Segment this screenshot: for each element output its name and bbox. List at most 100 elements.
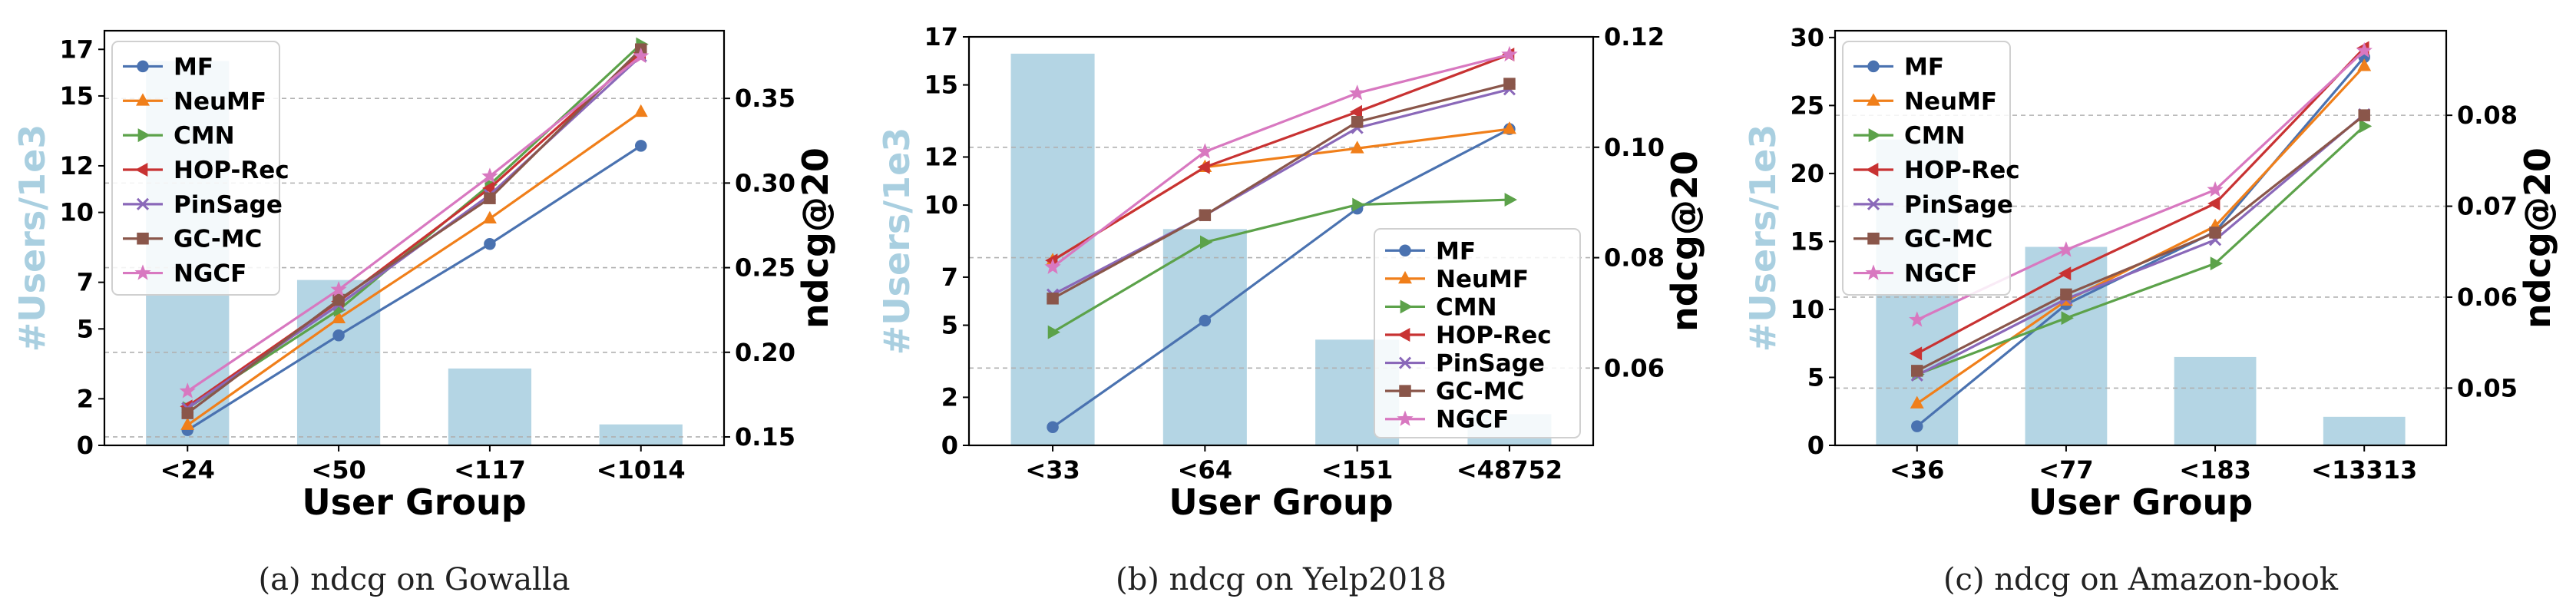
series-line: [187, 48, 642, 415]
plot-frame: [967, 35, 1595, 447]
data-point: [482, 210, 497, 224]
series-line: [1916, 56, 2366, 428]
series-line: [1052, 127, 1510, 428]
data-point: [1911, 420, 1923, 432]
data-point: [2359, 119, 2373, 134]
y-left-axis-title: #Users/1e3: [876, 127, 918, 356]
series-line: [1916, 113, 2366, 377]
legend-marker: [1868, 128, 1881, 143]
y-left-tick-label: 25: [1790, 91, 1824, 120]
y-right-tick-label: 0.07: [2457, 192, 2518, 221]
data-point: [1196, 143, 1214, 159]
y-right-axis-title: ndcg@20: [1664, 151, 1705, 332]
legend-marker: [1867, 197, 1880, 210]
data-point: [181, 407, 194, 419]
y-left-tick-label: 10: [59, 198, 94, 227]
data-point: [332, 329, 345, 342]
x-axis-title: User Group: [1169, 481, 1393, 523]
x-tick-label: <33: [1025, 455, 1080, 485]
x-tick-label: <77: [2039, 455, 2093, 485]
panel-caption: (c) ndcg on Amazon-book: [1943, 562, 2339, 597]
data-point: [1501, 45, 1518, 62]
y-right-tick-label: 0.06: [1604, 353, 1665, 382]
legend-label: GC-MC: [174, 226, 262, 253]
x-tick-label: <151: [1321, 455, 1394, 485]
data-point: [1909, 346, 1923, 361]
y-left-tick-label: 5: [77, 314, 94, 343]
y-left-tick-label: 12: [924, 142, 958, 171]
y-right-tick-label: 0.08: [1604, 243, 1665, 273]
series-line: [1052, 198, 1510, 333]
data-point: [484, 237, 496, 250]
legend-marker: [1865, 264, 1882, 280]
legend-label: PinSage: [1436, 350, 1545, 378]
legend-label: PinSage: [174, 191, 283, 219]
data-point: [1349, 104, 1362, 119]
legend-marker: [136, 197, 150, 210]
legend-marker: [1867, 232, 1880, 245]
chart-panel-3: 0 5 10 15 20 25 30 0.05 0.06 0.07 0.08 <36 <77 <183 <1…: [1742, 23, 2558, 597]
x-tick-label: <64: [1178, 455, 1232, 485]
legend-marker: [1399, 385, 1411, 397]
x-tick-label: <13313: [2311, 455, 2417, 485]
series-line: [187, 111, 642, 426]
data-point: [1047, 293, 1059, 305]
plot-frame: [103, 29, 726, 447]
legend-label: CMN: [1904, 122, 1966, 150]
data-point: [1351, 115, 1364, 128]
data-point: [1348, 84, 1366, 101]
series-line: [1916, 125, 2366, 376]
series-line: [1916, 47, 2366, 355]
data-point: [1199, 209, 1212, 221]
bar: [599, 424, 683, 445]
bar: [1010, 53, 1095, 445]
bar: [2025, 246, 2108, 445]
y-left-tick-label: 20: [1790, 159, 1824, 188]
y-left-tick-label: 0: [941, 431, 958, 460]
legend-box: [1374, 228, 1581, 438]
series-line: [1052, 53, 1510, 269]
legend-label: CMN: [1436, 293, 1497, 321]
legend-label: NGCF: [174, 260, 246, 288]
legend-marker: [1867, 93, 1880, 106]
data-point: [2210, 256, 2224, 271]
legend-label: GC-MC: [1436, 378, 1524, 405]
x-tick-label: <183: [2179, 455, 2251, 485]
y-right-tick-label: 0.25: [735, 253, 795, 283]
y-right-axis-title: ndcg@20: [795, 147, 836, 329]
data-point: [1910, 395, 1924, 409]
x-tick-label: <48752: [1457, 455, 1562, 485]
y-left-tick-label: 0: [77, 431, 94, 460]
legend-label: CMN: [174, 122, 235, 150]
plot-frame: [1834, 29, 2448, 447]
panel-caption: (b) ndcg on Yelp2018: [1116, 562, 1447, 597]
data-point: [2058, 266, 2072, 281]
legend-marker: [134, 264, 151, 280]
legend-box: [1842, 41, 2011, 296]
y-left-tick-label: 15: [924, 71, 958, 100]
data-point: [1044, 258, 1061, 274]
legend-marker: [1867, 60, 1880, 73]
legend-marker: [1866, 163, 1879, 177]
data-point: [2060, 288, 2072, 301]
x-tick-label: <24: [160, 455, 215, 485]
data-point: [1352, 197, 1365, 212]
y-right-tick-label: 0.08: [2457, 101, 2518, 130]
data-point: [2207, 181, 2224, 197]
data-point: [1047, 421, 1059, 434]
series-line: [187, 55, 642, 392]
y-left-axis-title: #Users/1e3: [1742, 124, 1784, 352]
y-left-tick-label: 5: [1807, 362, 1824, 392]
data-point: [1909, 311, 1926, 327]
panel-caption: (a) ndcg on Gowalla: [259, 562, 570, 597]
legend-marker: [137, 60, 149, 73]
legend-label: GC-MC: [1904, 226, 1992, 253]
y-left-tick-label: 17: [924, 22, 958, 51]
y-left-tick-label: 10: [924, 190, 958, 220]
y-left-tick-label: 15: [59, 81, 94, 111]
data-point: [484, 192, 496, 204]
y-left-tick-label: 30: [1790, 23, 1824, 52]
